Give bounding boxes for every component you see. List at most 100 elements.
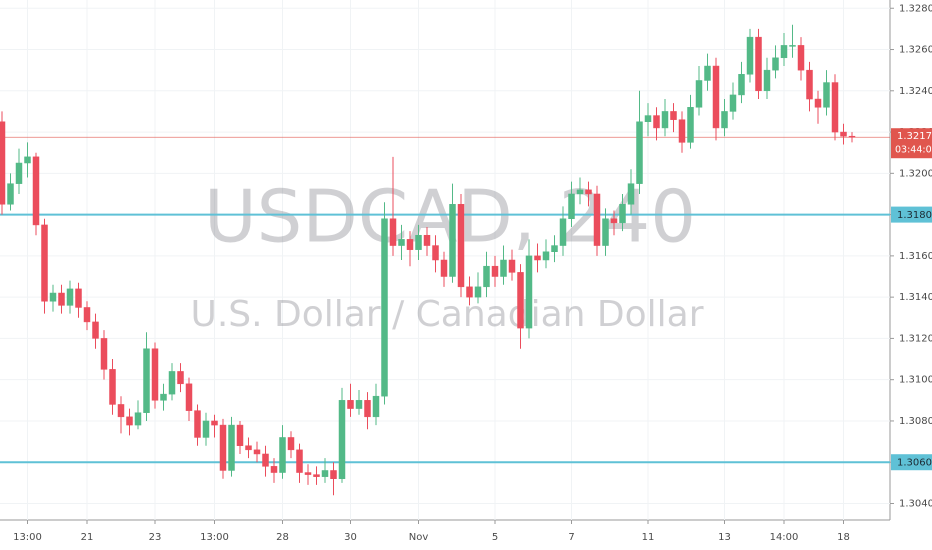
candle-body — [627, 183, 635, 205]
candle-body — [75, 288, 82, 308]
candle-body — [449, 204, 456, 277]
candle-body — [695, 80, 703, 108]
x-tick-label: Nov — [409, 532, 429, 543]
x-tick-label: 13 — [718, 532, 731, 543]
candle-body — [32, 156, 40, 226]
candle-body — [211, 420, 218, 426]
candle-body — [568, 193, 575, 219]
last-price-box — [891, 128, 932, 159]
candle-body — [321, 470, 329, 477]
candle-body — [117, 404, 125, 418]
candle-body — [797, 45, 805, 71]
countdown: 03:44:06 — [895, 145, 932, 156]
candle-body — [270, 466, 278, 473]
candle-body — [185, 383, 193, 411]
candle-body — [92, 321, 99, 339]
candle-body — [66, 288, 74, 306]
candle-body — [406, 239, 414, 250]
candle-body — [109, 369, 116, 405]
candle-body — [576, 189, 584, 195]
candle-body — [219, 424, 227, 471]
candle-body — [644, 115, 652, 122]
candle-body — [287, 437, 295, 451]
x-tick-label: 30 — [344, 532, 357, 543]
candle-body — [789, 45, 796, 47]
x-tick-label: 13:00 — [200, 532, 229, 543]
candle-body — [457, 204, 465, 288]
candle-body — [253, 449, 261, 455]
level-label-box — [891, 454, 932, 471]
candle-body — [372, 395, 380, 418]
candle-body — [415, 234, 422, 250]
candle-body — [593, 193, 601, 246]
candle-body — [398, 239, 405, 246]
watermark-subtitle: U.S. Dollar / Canadian Dollar — [190, 294, 703, 335]
level-label: 1.30600 — [897, 458, 932, 469]
candle-body — [440, 259, 448, 277]
candle-body — [338, 400, 346, 479]
candle-body — [100, 338, 108, 370]
candle-body — [58, 292, 65, 306]
candle-body — [721, 111, 728, 129]
candle-body — [24, 156, 31, 164]
candle-body — [559, 218, 567, 246]
candle-body — [746, 36, 754, 75]
candle-body — [41, 224, 48, 302]
y-tick-label: 1.31200 — [899, 333, 932, 344]
x-tick-label: 7 — [568, 532, 574, 543]
candle-body — [712, 65, 720, 129]
candle-body — [670, 111, 677, 120]
y-tick-label: 1.32600 — [899, 45, 932, 56]
candle-body — [542, 251, 550, 261]
candle-body — [347, 400, 354, 409]
candle-body — [202, 420, 210, 438]
candle-body — [755, 36, 762, 92]
x-tick-label: 13:00 — [13, 532, 42, 543]
x-tick-label: 23 — [149, 532, 162, 543]
candle-body — [143, 348, 150, 413]
candle-body — [279, 437, 286, 473]
candle-body — [848, 135, 856, 138]
candle-body — [7, 183, 14, 205]
candle-body — [228, 424, 235, 471]
candle-body — [304, 472, 312, 475]
candle-body — [738, 74, 745, 96]
candle-body — [814, 98, 822, 108]
candle-body — [126, 416, 133, 426]
x-tick-label: 11 — [642, 532, 655, 543]
candle-body — [313, 474, 320, 477]
candle-body — [168, 371, 176, 395]
candle-body — [551, 245, 558, 252]
candle-body — [831, 82, 839, 133]
candle-body — [423, 234, 431, 246]
candle-body — [330, 470, 337, 479]
candle-body — [525, 255, 533, 329]
candle-body — [585, 189, 592, 195]
candle-body — [772, 57, 779, 71]
candle-body — [602, 218, 609, 246]
x-tick-label: 21 — [81, 532, 94, 543]
candle-body — [500, 259, 507, 277]
candle-body — [49, 292, 57, 302]
candle-body — [262, 453, 269, 467]
candle-body — [661, 111, 669, 129]
y-tick-label: 1.32800 — [899, 3, 932, 14]
x-tick-label: 28 — [276, 532, 289, 543]
candle-body — [83, 307, 91, 323]
candle-body — [610, 218, 618, 224]
candle-body — [15, 162, 23, 184]
candle-body — [491, 265, 499, 277]
y-tick-label: 1.30800 — [899, 416, 932, 427]
candle-body — [619, 204, 626, 224]
candle-body — [729, 94, 737, 112]
candle-body — [236, 424, 244, 446]
x-tick-label: 5 — [492, 532, 498, 543]
candle-body — [432, 245, 439, 261]
candle-body — [134, 412, 142, 426]
candle-body — [823, 82, 830, 108]
candle-body — [508, 259, 516, 273]
candle-body — [355, 400, 363, 409]
candle-body — [840, 131, 847, 137]
